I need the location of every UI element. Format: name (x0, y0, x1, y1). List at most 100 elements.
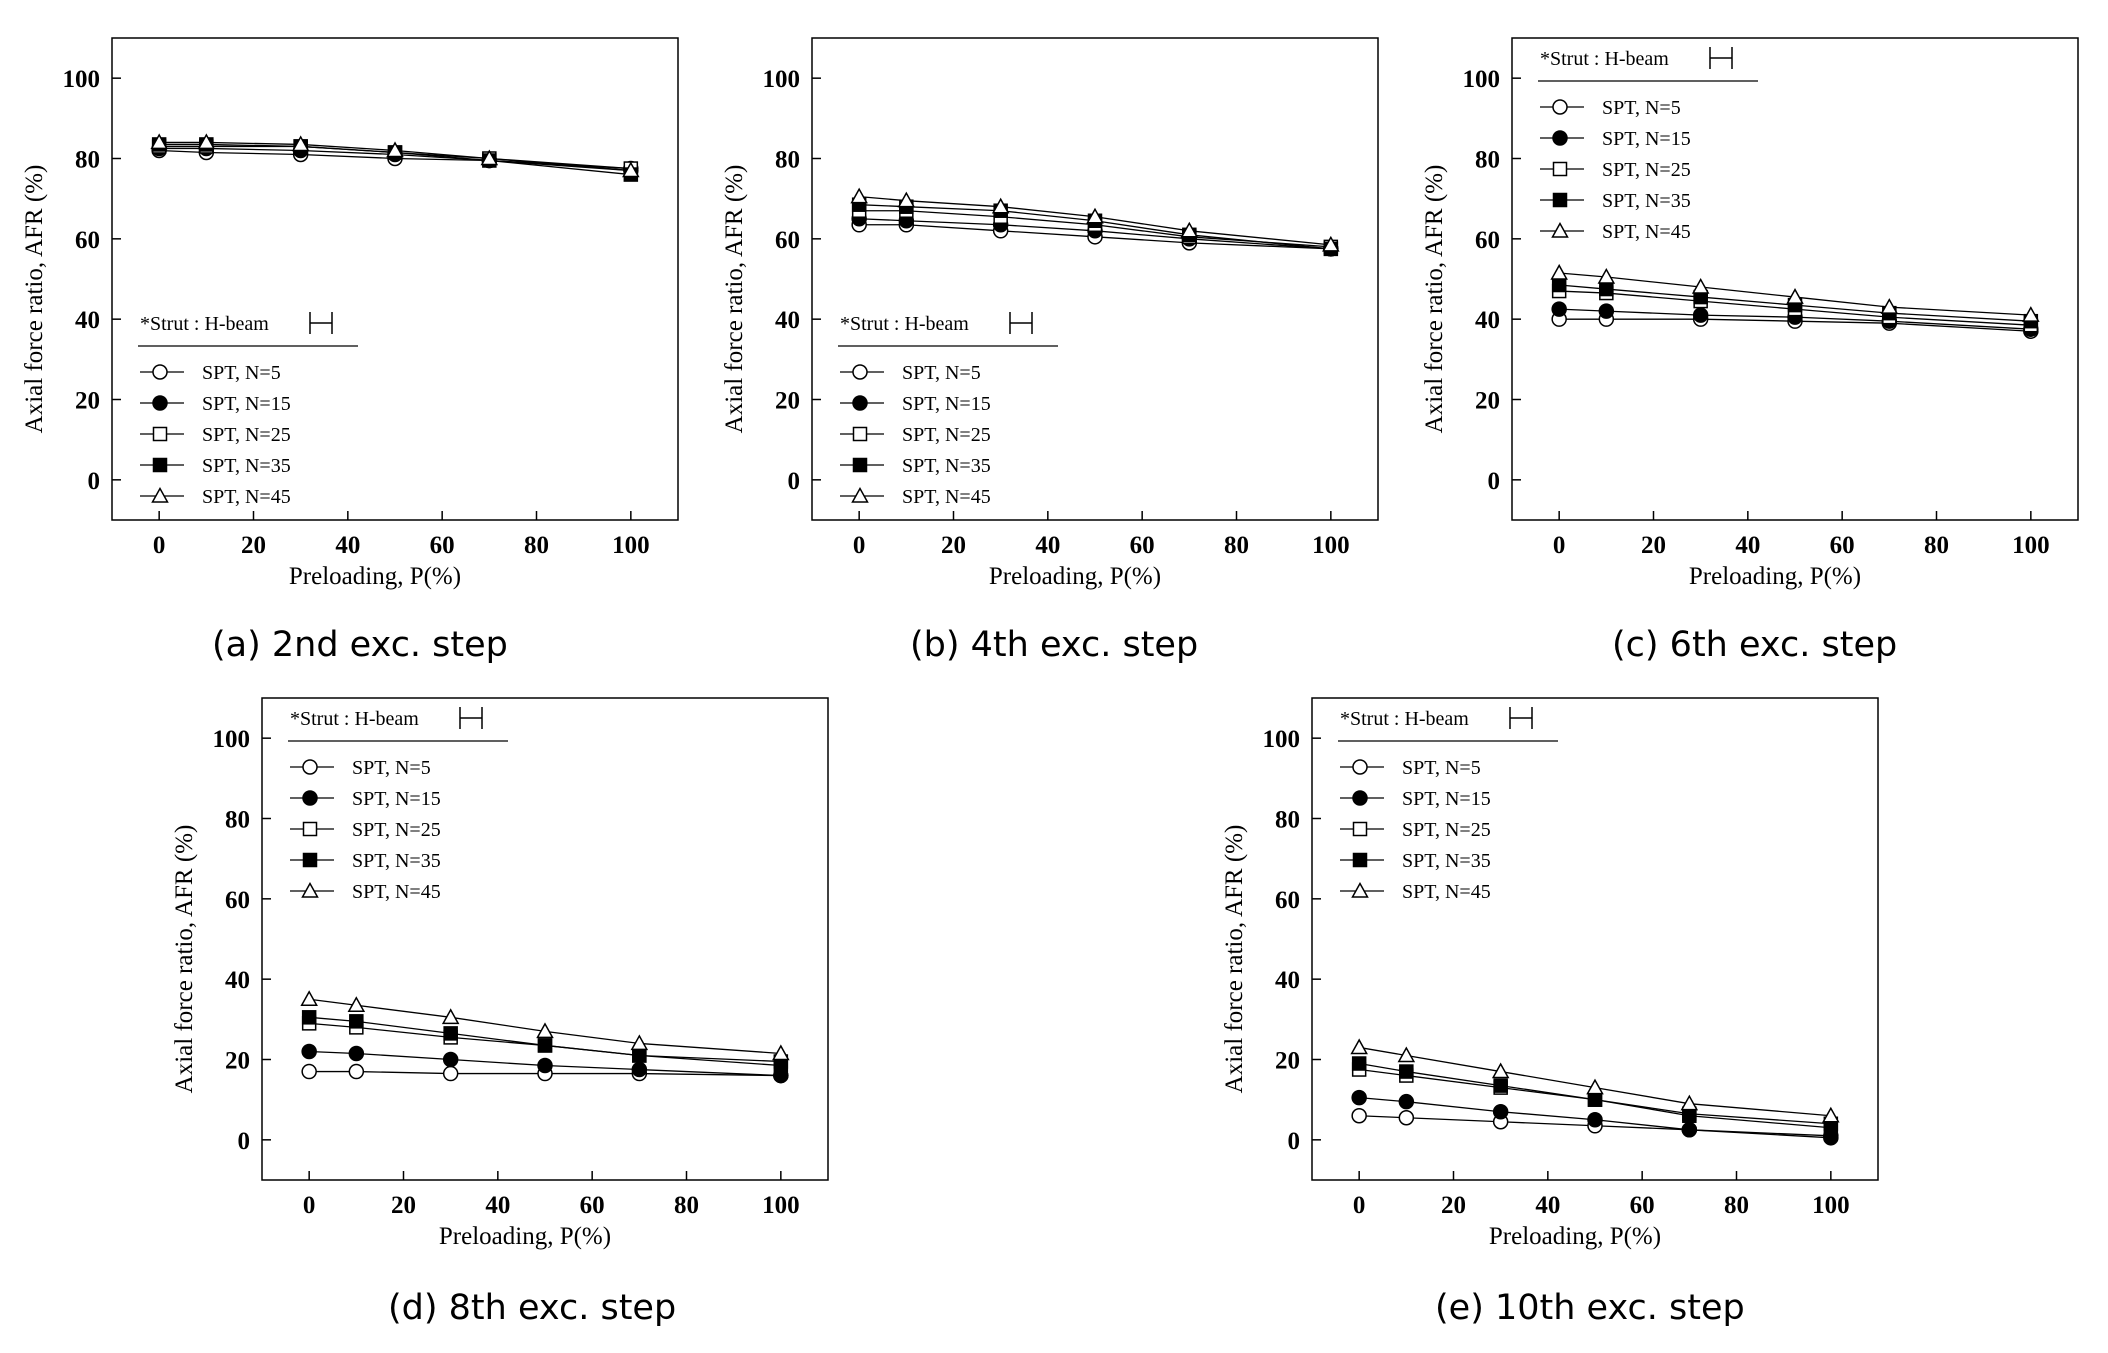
caption-a: (a) 2nd exc. step (212, 625, 508, 665)
legend-entry: SPT, N=5 (1540, 97, 1681, 119)
legend-label: SPT, N=45 (352, 881, 441, 903)
legend-label: SPT, N=35 (1402, 850, 1491, 872)
data-point (1551, 277, 1567, 293)
legend-marker (1552, 192, 1568, 208)
legend-entry: SPT, N=5 (1340, 757, 1481, 779)
legend-marker (302, 852, 318, 868)
data-point (386, 141, 404, 158)
data-point (150, 133, 168, 150)
legend-marker (302, 759, 318, 775)
x-axis-label: Preloading, P(%) (289, 563, 461, 590)
x-tick-label: 100 (1312, 532, 1350, 559)
x-tick-label: 0 (153, 532, 166, 559)
legend-entry: SPT, N=35 (1340, 850, 1491, 872)
data-point (1493, 1078, 1508, 1093)
series-line (859, 224, 1331, 250)
series-line (309, 1022, 781, 1063)
series-line (1559, 284, 2031, 322)
legend-marker (151, 486, 169, 503)
y-tick-label: 60 (775, 227, 800, 254)
legend-label: SPT, N=5 (1602, 97, 1681, 119)
data-point (1086, 207, 1104, 224)
y-tick-label: 100 (763, 66, 801, 93)
data-point (1491, 1062, 1510, 1079)
y-tick-label: 80 (1275, 807, 1300, 834)
x-axis: 0 20 40 60 80 100 (303, 1171, 800, 1219)
data-point (349, 1014, 364, 1029)
y-tick-label: 100 (1463, 66, 1501, 93)
x-tick-label: 0 (303, 1192, 316, 1219)
data-point (197, 133, 216, 150)
y-axis-label: Axial force ratio, AFR (%) (1421, 165, 1448, 434)
legend-entry: SPT, N=15 (140, 393, 291, 415)
legend-marker (152, 457, 168, 473)
data-point (441, 1008, 460, 1025)
data-point (1398, 1093, 1415, 1110)
legend-entry: SPT, N=5 (290, 757, 431, 779)
y-tick-label: 0 (788, 468, 801, 495)
y-axis: 0 20 40 60 80 100 (213, 726, 271, 1155)
y-tick-label: 40 (775, 307, 800, 334)
series-5 (150, 133, 640, 178)
chart-panel-a: 0 20 40 60 80 100 0 20 40 60 80 100 Preloading, P(%)… (21, 37, 679, 590)
x-tick-label: 0 (1353, 1192, 1366, 1219)
legend: *Strut : H-beam SPT, N=5 SPT, N=15 SPT, N=2… (838, 312, 1058, 508)
legend-marker (302, 821, 318, 837)
legend-marker (301, 881, 319, 898)
legend-entry: SPT, N=15 (1540, 128, 1691, 150)
data-point (443, 1026, 458, 1041)
legend-label: SPT, N=5 (1402, 757, 1481, 779)
caption-e: (e) 10th exc. step (1435, 1288, 1745, 1328)
legend-marker (1352, 790, 1368, 806)
series-line (1559, 272, 2031, 316)
x-tick-label: 80 (674, 1192, 699, 1219)
legend-entry: SPT, N=25 (290, 819, 441, 841)
y-tick-label: 0 (88, 468, 101, 495)
series-line (859, 210, 1331, 248)
legend-title: *Strut : H-beam (140, 313, 269, 335)
legend-marker (1352, 852, 1368, 868)
series-line (159, 143, 631, 176)
chart-panel-b: 0 20 40 60 80 100 0 20 40 60 80 100 Preloading, P(%)… (721, 37, 1379, 590)
data-point (1587, 1092, 1603, 1107)
legend-label: SPT, N=45 (902, 486, 991, 508)
legend-entry: SPT, N=45 (1340, 881, 1491, 903)
y-tick-label: 20 (75, 388, 100, 415)
x-tick-label: 60 (430, 532, 455, 559)
data-point (1823, 1120, 1839, 1136)
x-axis-label: Preloading, P(%) (439, 1223, 611, 1250)
plot-frame (261, 697, 829, 1181)
y-axis: 0 20 40 60 80 100 (63, 66, 121, 495)
x-tick-label: 80 (1924, 532, 1949, 559)
legend-marker (1552, 99, 1568, 115)
data-point (1550, 263, 1568, 280)
data-point (850, 187, 868, 204)
x-tick-label: 60 (1830, 532, 1855, 559)
y-tick-label: 0 (1488, 468, 1501, 495)
x-tick-label: 20 (1641, 532, 1666, 559)
data-point (1551, 301, 1567, 317)
h-beam-icon (459, 707, 483, 729)
data-point (301, 1010, 317, 1025)
plot-frame (811, 37, 1379, 521)
y-tick-label: 80 (1475, 147, 1500, 174)
x-tick-label: 100 (762, 1192, 800, 1219)
data-point (632, 1048, 647, 1063)
legend-marker (1352, 759, 1368, 775)
legend: *Strut : H-beam SPT, N=5 SPT, N=15 SPT, N=2… (1338, 707, 1558, 903)
data-point (630, 1034, 649, 1051)
x-tick-label: 60 (1130, 532, 1155, 559)
legend-marker (152, 395, 168, 411)
legend-label: SPT, N=35 (902, 455, 991, 477)
legend-label: SPT, N=15 (1402, 788, 1491, 810)
x-tick-label: 20 (941, 532, 966, 559)
x-axis: 0 20 40 60 80 100 (1353, 1171, 1850, 1219)
legend-entry: SPT, N=25 (1540, 159, 1691, 181)
legend-marker (1552, 161, 1568, 177)
legend-label: SPT, N=35 (1602, 190, 1691, 212)
x-tick-label: 40 (1535, 1192, 1560, 1219)
legend-marker (1352, 821, 1368, 837)
plot-frame (1511, 37, 2079, 521)
data-point (1598, 303, 1615, 319)
